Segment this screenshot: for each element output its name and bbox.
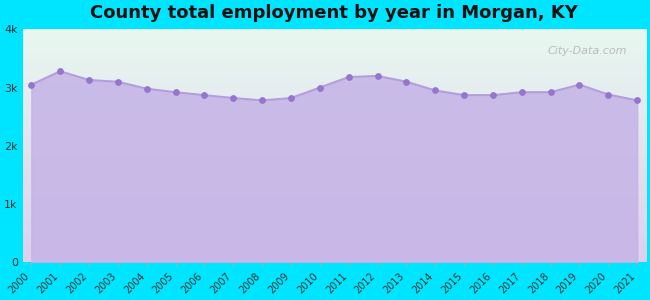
Point [315, 85, 325, 90]
Point [603, 92, 614, 97]
Point [343, 75, 354, 80]
Point [488, 93, 498, 98]
Point [199, 93, 209, 98]
Point [545, 90, 556, 94]
Point [401, 79, 411, 84]
Point [459, 93, 469, 98]
Point [517, 90, 527, 94]
Text: City-Data.com: City-Data.com [548, 46, 627, 56]
Point [632, 98, 642, 103]
Point [26, 82, 36, 87]
Point [112, 79, 123, 84]
Point [84, 77, 94, 82]
Point [286, 96, 296, 100]
Point [170, 90, 181, 94]
Point [430, 88, 441, 93]
Point [372, 74, 383, 78]
Point [142, 86, 152, 91]
Point [257, 98, 267, 103]
Point [575, 82, 585, 87]
Point [55, 69, 66, 74]
Point [228, 96, 239, 100]
Title: County total employment by year in Morgan, KY: County total employment by year in Morga… [90, 4, 578, 22]
